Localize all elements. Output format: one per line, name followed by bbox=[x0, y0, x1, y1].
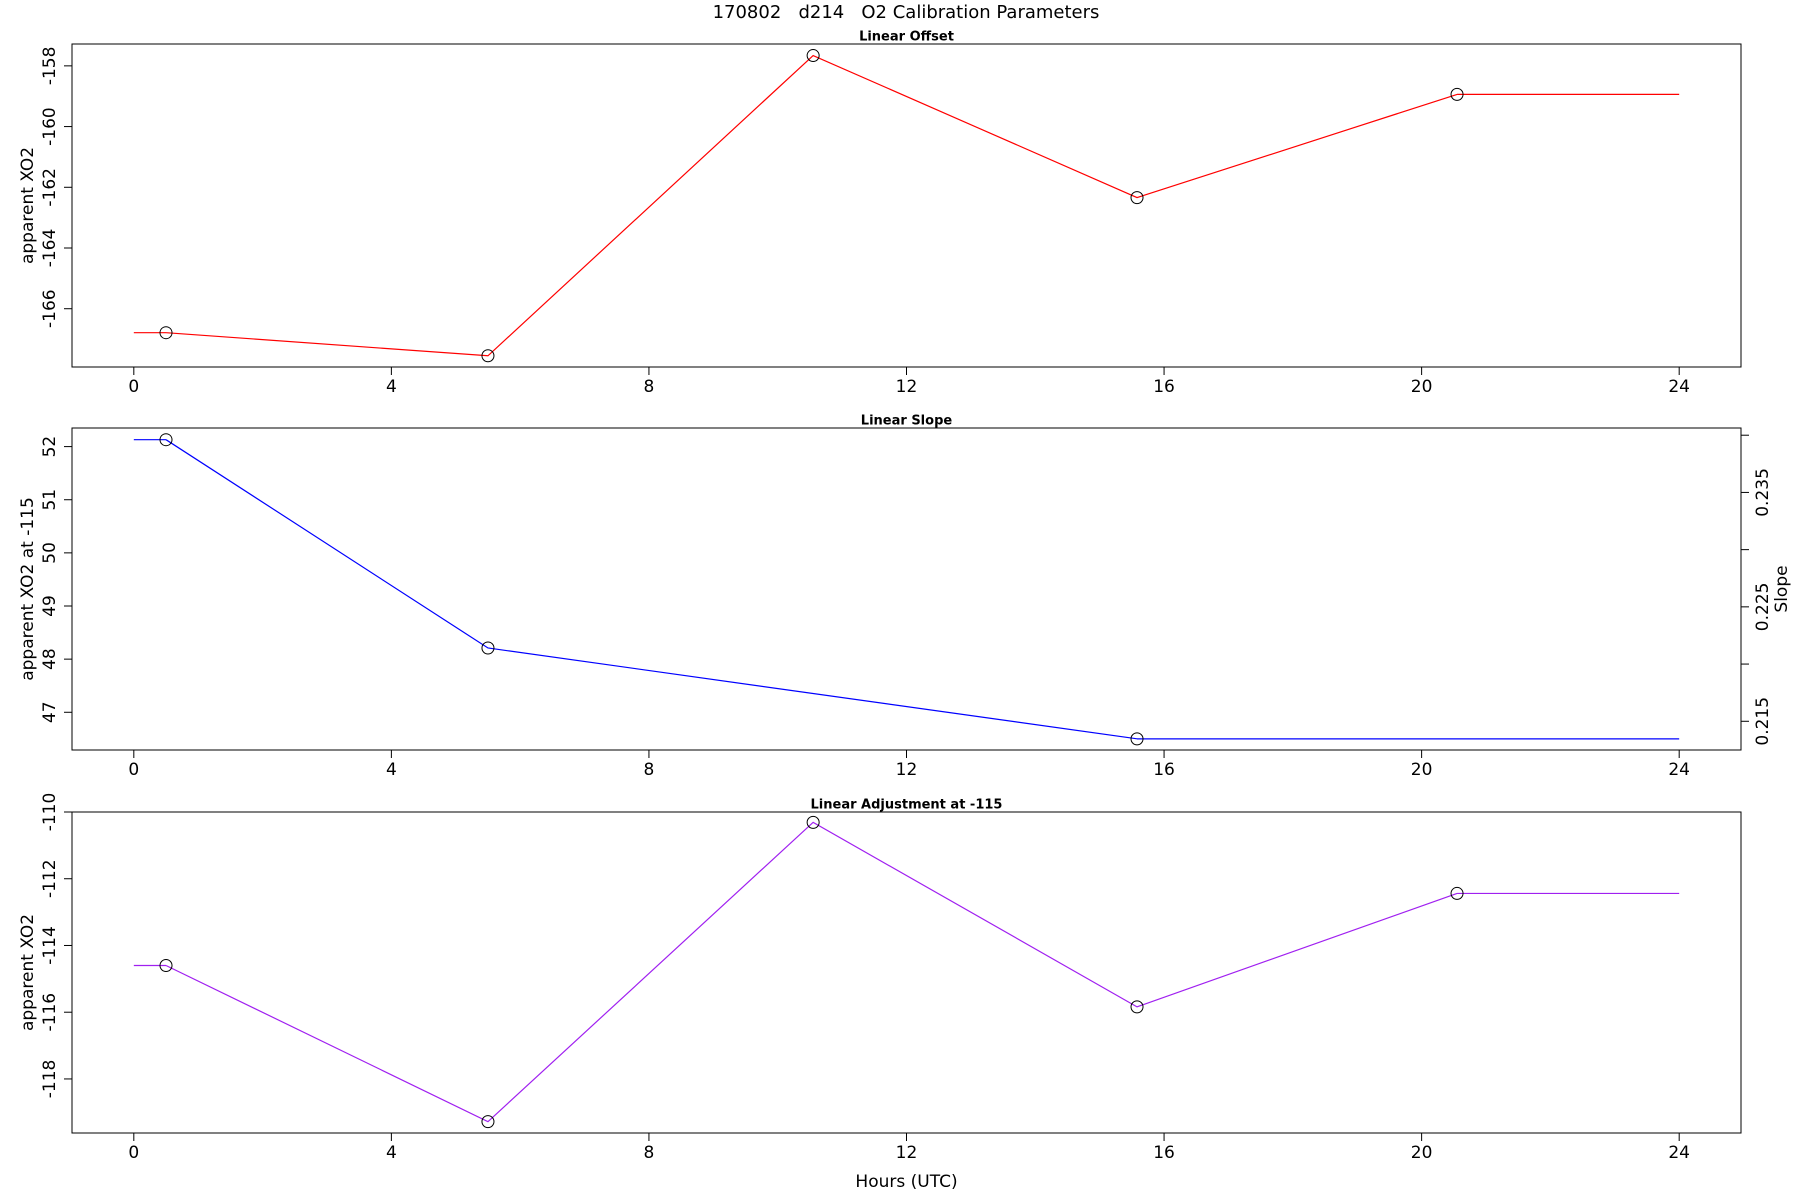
y-tick-label: -166 bbox=[40, 289, 60, 328]
x-tick-label: 8 bbox=[644, 377, 655, 397]
x-tick-label: 0 bbox=[128, 377, 139, 397]
data-point bbox=[481, 349, 495, 363]
y-tick-label: 49 bbox=[40, 595, 60, 617]
x-tick-label: 12 bbox=[896, 760, 918, 780]
x-tick-label: 20 bbox=[1411, 760, 1433, 780]
data-point bbox=[806, 49, 820, 63]
y-tick-label: -160 bbox=[40, 107, 60, 146]
x-tick-label: 8 bbox=[644, 760, 655, 780]
y-tick-label: 52 bbox=[40, 436, 60, 458]
data-point bbox=[159, 958, 173, 972]
data-line bbox=[165, 821, 1458, 1123]
x-tick-label: 4 bbox=[386, 1143, 397, 1163]
x-tick-label: 12 bbox=[896, 377, 918, 397]
x-tick-label: 24 bbox=[1668, 760, 1690, 780]
y-tick-label: 47 bbox=[40, 701, 60, 723]
y2-tick-label: 0.215 bbox=[1753, 697, 1773, 746]
y-tick-label: -158 bbox=[40, 47, 60, 86]
data-point bbox=[159, 326, 173, 340]
x-tick-label: 0 bbox=[128, 1143, 139, 1163]
x-tick-label: 4 bbox=[386, 760, 397, 780]
x-tick-label: 8 bbox=[644, 1143, 655, 1163]
panel-title: Linear Slope bbox=[861, 414, 953, 429]
x-tick-label: 16 bbox=[1153, 377, 1175, 397]
x-tick-label: 24 bbox=[1668, 1143, 1690, 1163]
page-title: 170802 d214 O2 Calibration Parameters bbox=[713, 2, 1100, 23]
y2-axis-label: Slope bbox=[1772, 565, 1792, 612]
x-axis-label: Hours (UTC) bbox=[855, 1172, 957, 1192]
y-tick-label: 50 bbox=[40, 542, 60, 564]
x-tick-label: 0 bbox=[128, 760, 139, 780]
panel-title: Linear Offset bbox=[859, 30, 954, 45]
y-axis-label: apparent XO2 bbox=[18, 914, 38, 1031]
y-tick-label: 48 bbox=[40, 648, 60, 670]
y-tick-label: -164 bbox=[40, 229, 60, 268]
data-point bbox=[1130, 1000, 1144, 1014]
y2-tick-label: 0.225 bbox=[1753, 583, 1773, 632]
x-tick-label: 20 bbox=[1411, 1143, 1433, 1163]
y-axis-label: apparent XO2 at -115 bbox=[18, 497, 38, 681]
y2-tick-label: 0.235 bbox=[1753, 468, 1773, 517]
y-tick-label: -116 bbox=[40, 993, 60, 1032]
data-line bbox=[165, 439, 1138, 740]
y-tick-label: -118 bbox=[40, 1060, 60, 1099]
data-point bbox=[481, 641, 495, 655]
panel-title: Linear Adjustment at -115 bbox=[811, 798, 1003, 813]
y-tick-label: -112 bbox=[40, 859, 60, 898]
data-point bbox=[1130, 191, 1144, 205]
x-tick-label: 12 bbox=[896, 1143, 918, 1163]
x-tick-label: 16 bbox=[1153, 760, 1175, 780]
data-point bbox=[1130, 732, 1144, 746]
y-tick-label: 51 bbox=[40, 489, 60, 511]
data-point bbox=[806, 815, 820, 829]
x-tick-label: 20 bbox=[1411, 377, 1433, 397]
y-axis-label: apparent XO2 bbox=[18, 147, 38, 264]
data-point bbox=[159, 433, 173, 447]
y-tick-label: -162 bbox=[40, 168, 60, 207]
y-tick-label: -110 bbox=[40, 793, 60, 832]
data-point bbox=[1450, 87, 1464, 101]
data-line bbox=[165, 54, 1458, 357]
x-tick-label: 24 bbox=[1668, 377, 1690, 397]
data-point bbox=[481, 1115, 495, 1129]
x-tick-label: 4 bbox=[386, 377, 397, 397]
data-point bbox=[1450, 886, 1464, 900]
y-tick-label: -114 bbox=[40, 926, 60, 965]
x-tick-label: 16 bbox=[1153, 1143, 1175, 1163]
